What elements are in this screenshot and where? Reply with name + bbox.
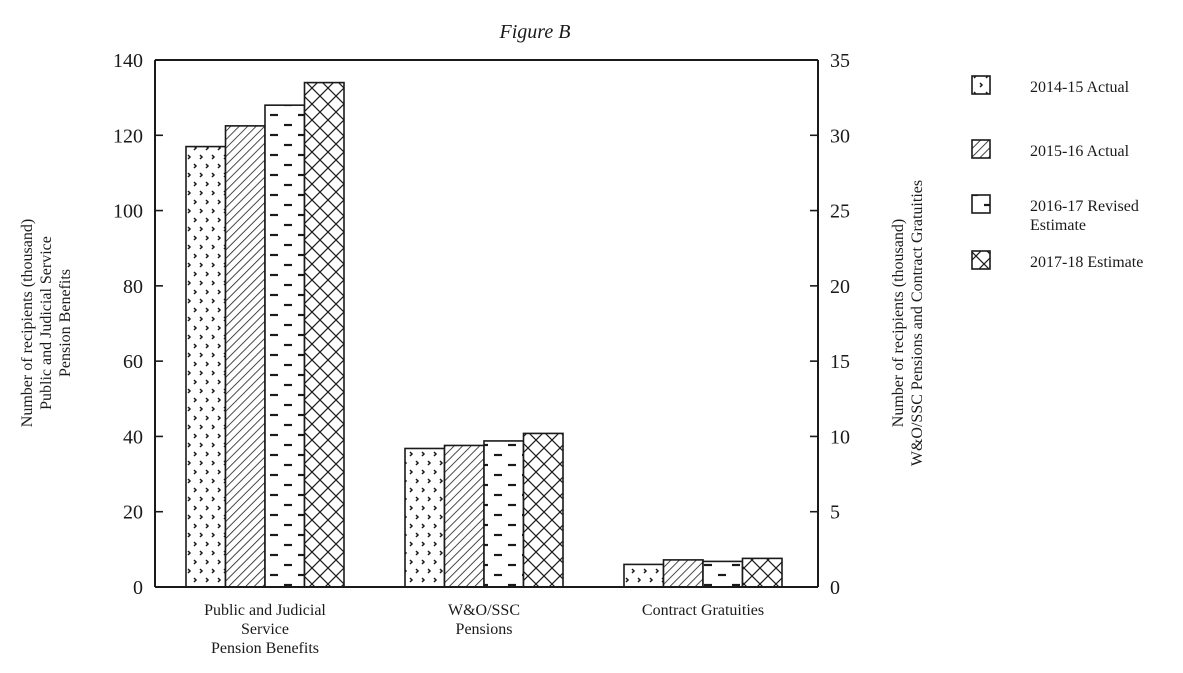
bar-crosshatch-cat0 bbox=[303, 81, 345, 588]
right-tick-label: 25 bbox=[830, 201, 850, 223]
left-tick-label: 20 bbox=[123, 502, 143, 524]
right-tick-label: 15 bbox=[830, 351, 850, 373]
bar-diagonal-cat0 bbox=[224, 125, 266, 588]
category-label: Pension Benefits bbox=[211, 640, 319, 657]
bar-dashes-cat1 bbox=[483, 440, 525, 588]
left-tick-label: 100 bbox=[113, 201, 143, 223]
left-axis-label: Public and Judicial Service bbox=[38, 236, 55, 410]
legend-swatch-crosshatch bbox=[971, 250, 991, 270]
left-tick-label: 60 bbox=[123, 351, 143, 373]
legend-label: 2015-16 Actual bbox=[1030, 143, 1130, 160]
right-tick-label: 0 bbox=[830, 577, 840, 599]
category-label: W&O/SSC bbox=[448, 602, 520, 619]
left-tick-label: 80 bbox=[123, 276, 143, 298]
left-tick-label: 120 bbox=[113, 125, 143, 147]
right-tick-label: 20 bbox=[830, 276, 850, 298]
legend-swatch-diagonal bbox=[971, 139, 991, 159]
bar-crosshatch-cat1 bbox=[522, 432, 564, 588]
left-tick-label: 0 bbox=[133, 577, 143, 599]
right-tick-label: 5 bbox=[830, 502, 840, 524]
bar-dots-cat0 bbox=[185, 145, 227, 588]
legend-label: Estimate bbox=[1030, 217, 1086, 234]
legend-swatch-dashes bbox=[971, 194, 991, 214]
right-tick-label: 35 bbox=[830, 50, 850, 72]
bar-dashes-cat0 bbox=[264, 104, 306, 588]
right-tick-label: 30 bbox=[830, 125, 850, 147]
chart-title: Figure B bbox=[499, 21, 571, 43]
bar-dashes-cat2 bbox=[702, 560, 744, 588]
legend-label: 2016-17 Revised bbox=[1030, 198, 1139, 215]
right-axis-label: Number of recipients (thousand) bbox=[890, 219, 907, 427]
bar-dots-cat1 bbox=[404, 447, 446, 588]
bar-dots-cat2 bbox=[623, 563, 665, 588]
bar-diagonal-cat2 bbox=[662, 559, 704, 588]
category-label: Pensions bbox=[456, 621, 513, 638]
left-axis-label: Pension Benefits bbox=[57, 269, 74, 377]
bar-diagonal-cat1 bbox=[443, 444, 485, 588]
left-tick-label: 140 bbox=[113, 50, 143, 72]
category-label: Service bbox=[241, 621, 289, 638]
legend-swatch-dots bbox=[971, 75, 991, 95]
left-axis-label: Number of recipients (thousand) bbox=[19, 219, 36, 427]
category-label: Contract Gratuities bbox=[642, 602, 764, 619]
plot-area: 0 20 40 60 80 100 120 140 0 5 10 15 20 25 30 35 Public a… bbox=[19, 50, 1143, 657]
legend-label: 2014-15 Actual bbox=[1030, 79, 1130, 96]
right-tick-label: 10 bbox=[830, 426, 850, 448]
right-axis-label: W&O/SSC Pensions and Contract Gratuities bbox=[909, 180, 926, 466]
category-label: Public and Judicial bbox=[204, 602, 326, 619]
left-tick-label: 40 bbox=[123, 426, 143, 448]
legend-label: 2017-18 Estimate bbox=[1030, 254, 1143, 271]
bar-crosshatch-cat2 bbox=[741, 557, 783, 588]
